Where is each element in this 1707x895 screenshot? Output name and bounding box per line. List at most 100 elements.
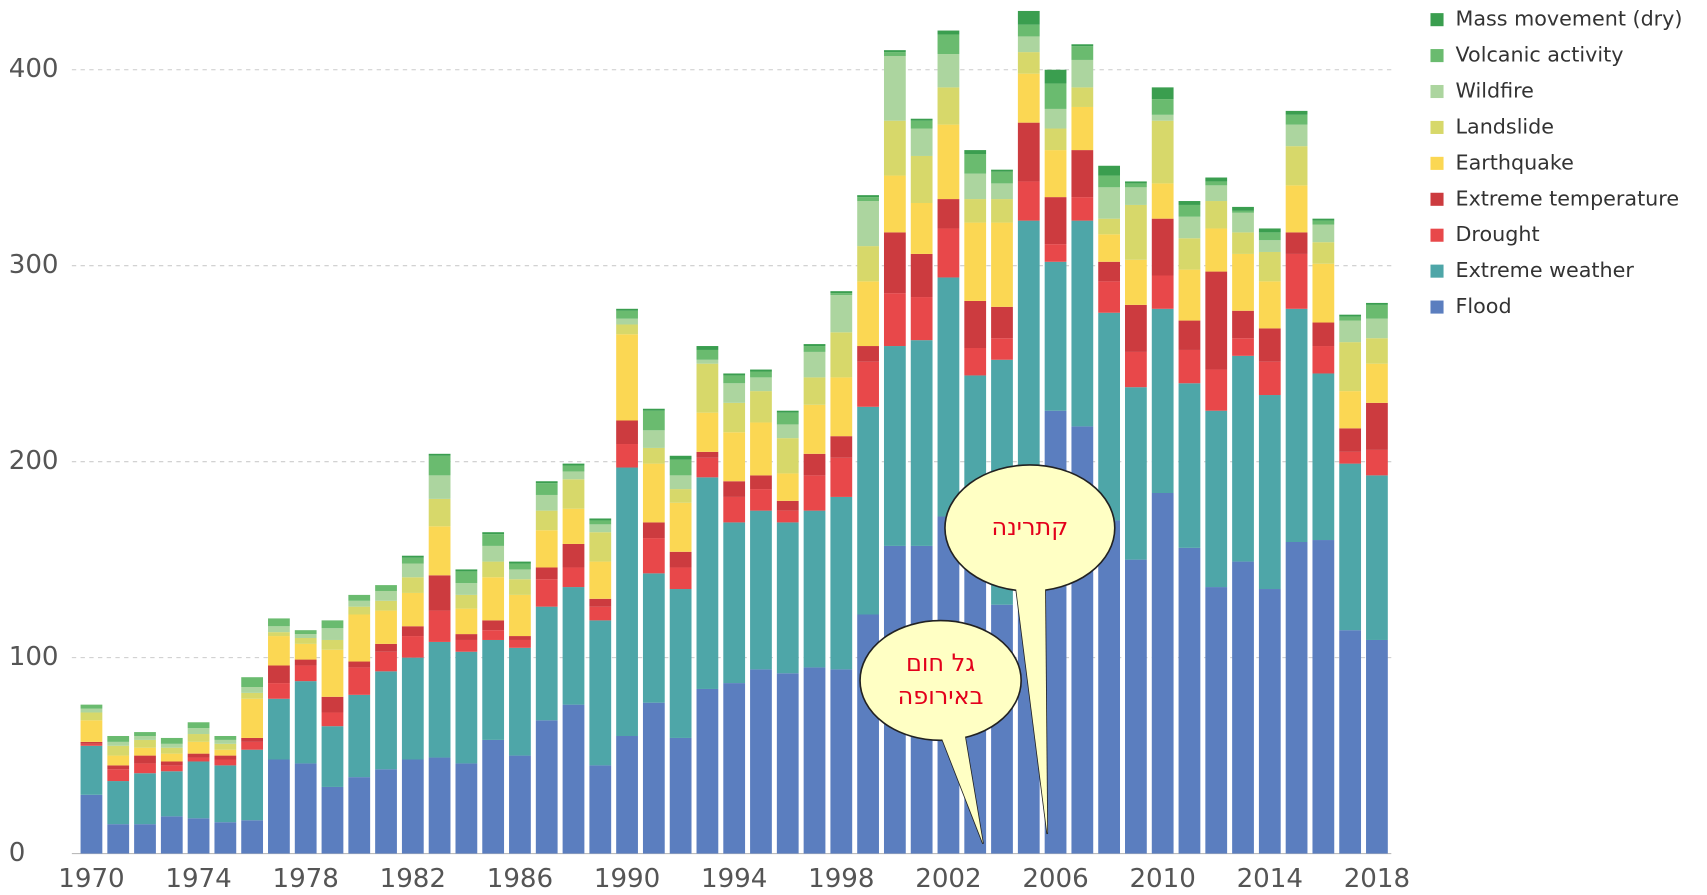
bar-segment xyxy=(134,763,156,774)
bar-segment xyxy=(964,347,987,376)
bar-segment xyxy=(535,530,558,568)
callout: קתרינה xyxy=(944,464,1116,835)
bar-segment xyxy=(482,532,505,535)
bar-segment xyxy=(991,183,1013,200)
bar-segment xyxy=(1312,224,1335,243)
bar-segment xyxy=(535,567,558,580)
bar-segment xyxy=(1232,561,1254,854)
x-tick-label: 1974 xyxy=(165,864,231,894)
bar-segment xyxy=(910,340,933,546)
bar-segment xyxy=(134,747,156,756)
bar-segment xyxy=(669,737,692,854)
bar-segment xyxy=(1125,181,1147,184)
bar-segment xyxy=(1312,263,1335,323)
bar-segment xyxy=(696,451,719,458)
bar-segment xyxy=(294,630,317,635)
bar-segment xyxy=(160,737,183,744)
callout-join xyxy=(1014,577,1048,834)
bar-segment xyxy=(1151,114,1174,121)
bar-segment xyxy=(616,420,638,445)
bar-segment xyxy=(830,332,853,378)
bar-segment xyxy=(134,773,156,825)
legend-label: Landslide xyxy=(1456,114,1555,138)
bar-segment xyxy=(1178,383,1201,548)
bar-segment xyxy=(1258,232,1281,241)
bar-segment xyxy=(776,438,799,474)
x-tick-label: 1990 xyxy=(594,864,660,894)
x-tick-label: 2006 xyxy=(1022,864,1088,894)
bar-segment xyxy=(1151,183,1174,219)
bar-segment xyxy=(723,373,746,376)
bar-segment xyxy=(294,763,317,854)
bar-segment xyxy=(1098,187,1121,219)
bar-segment xyxy=(589,520,612,525)
bar-segment xyxy=(187,734,210,742)
bar-segment xyxy=(80,741,103,744)
y-tick-label: 200 xyxy=(9,446,59,476)
bar-segment xyxy=(1151,493,1174,854)
bar-segment xyxy=(696,688,719,854)
bar-segment xyxy=(375,590,397,601)
bar-segment xyxy=(428,575,451,611)
bar-segment xyxy=(562,543,585,568)
bar-segment xyxy=(1098,234,1121,262)
bar-segment xyxy=(535,483,558,495)
bar-segment xyxy=(1017,181,1040,221)
bar-segment xyxy=(1232,253,1254,311)
bar-segment xyxy=(696,477,719,689)
bar-segment xyxy=(937,34,960,55)
bar-segment xyxy=(857,281,879,347)
bar-segment xyxy=(1366,639,1388,854)
bar-segment xyxy=(1044,108,1067,129)
bar-segment xyxy=(482,545,505,562)
bar-segment xyxy=(214,755,237,760)
bar-segment xyxy=(776,510,799,523)
bar-segment xyxy=(428,498,451,527)
bar-segment xyxy=(616,467,638,736)
bar-segment xyxy=(1151,218,1174,276)
x-tick-label: 1994 xyxy=(701,864,767,894)
legend-label: Earthquake xyxy=(1456,150,1574,174)
bar-segment xyxy=(1044,69,1067,84)
bar-segment xyxy=(1366,363,1388,403)
bar-segment xyxy=(268,626,290,633)
bar-segment xyxy=(348,661,371,668)
bar-segment xyxy=(1366,449,1388,476)
bar-segment xyxy=(482,630,505,640)
bar-segment xyxy=(910,297,933,341)
bar-segment xyxy=(241,820,264,854)
bar-segment xyxy=(401,577,424,593)
bar-segment xyxy=(937,87,960,125)
bar-segment xyxy=(964,150,987,155)
bar-segment xyxy=(107,781,130,825)
bar-segment xyxy=(723,402,746,433)
annotation: גל חום xyxy=(906,649,975,677)
bar-segment xyxy=(669,455,692,460)
bar-segment xyxy=(1205,177,1228,182)
annotation: באירופה xyxy=(898,682,984,710)
bar-segment xyxy=(937,30,960,35)
bar-segment xyxy=(589,518,612,521)
bar-segment xyxy=(991,338,1013,360)
bar-segment xyxy=(455,763,478,854)
bar-segment xyxy=(1258,281,1281,329)
bar-segment xyxy=(750,371,772,378)
bar-segment xyxy=(1339,391,1362,429)
callout-bubble xyxy=(859,619,1022,742)
legend-swatch xyxy=(1430,49,1444,63)
bar-segment xyxy=(80,720,103,742)
bar-segment xyxy=(562,587,585,705)
legend-label: Volcanic activity xyxy=(1456,43,1624,67)
bar-segment xyxy=(160,743,183,748)
bar-segment xyxy=(776,424,799,439)
bar-segment xyxy=(1285,308,1308,542)
bar-segment xyxy=(1232,355,1254,562)
bar-segment xyxy=(669,502,692,552)
x-tick-label: 2002 xyxy=(915,864,981,894)
bar-segment xyxy=(321,726,344,787)
bar-segment xyxy=(857,346,879,362)
bar-segment xyxy=(642,463,665,523)
bar-segment xyxy=(187,818,210,854)
bar-segment xyxy=(642,702,665,854)
bar-segment xyxy=(241,737,264,742)
